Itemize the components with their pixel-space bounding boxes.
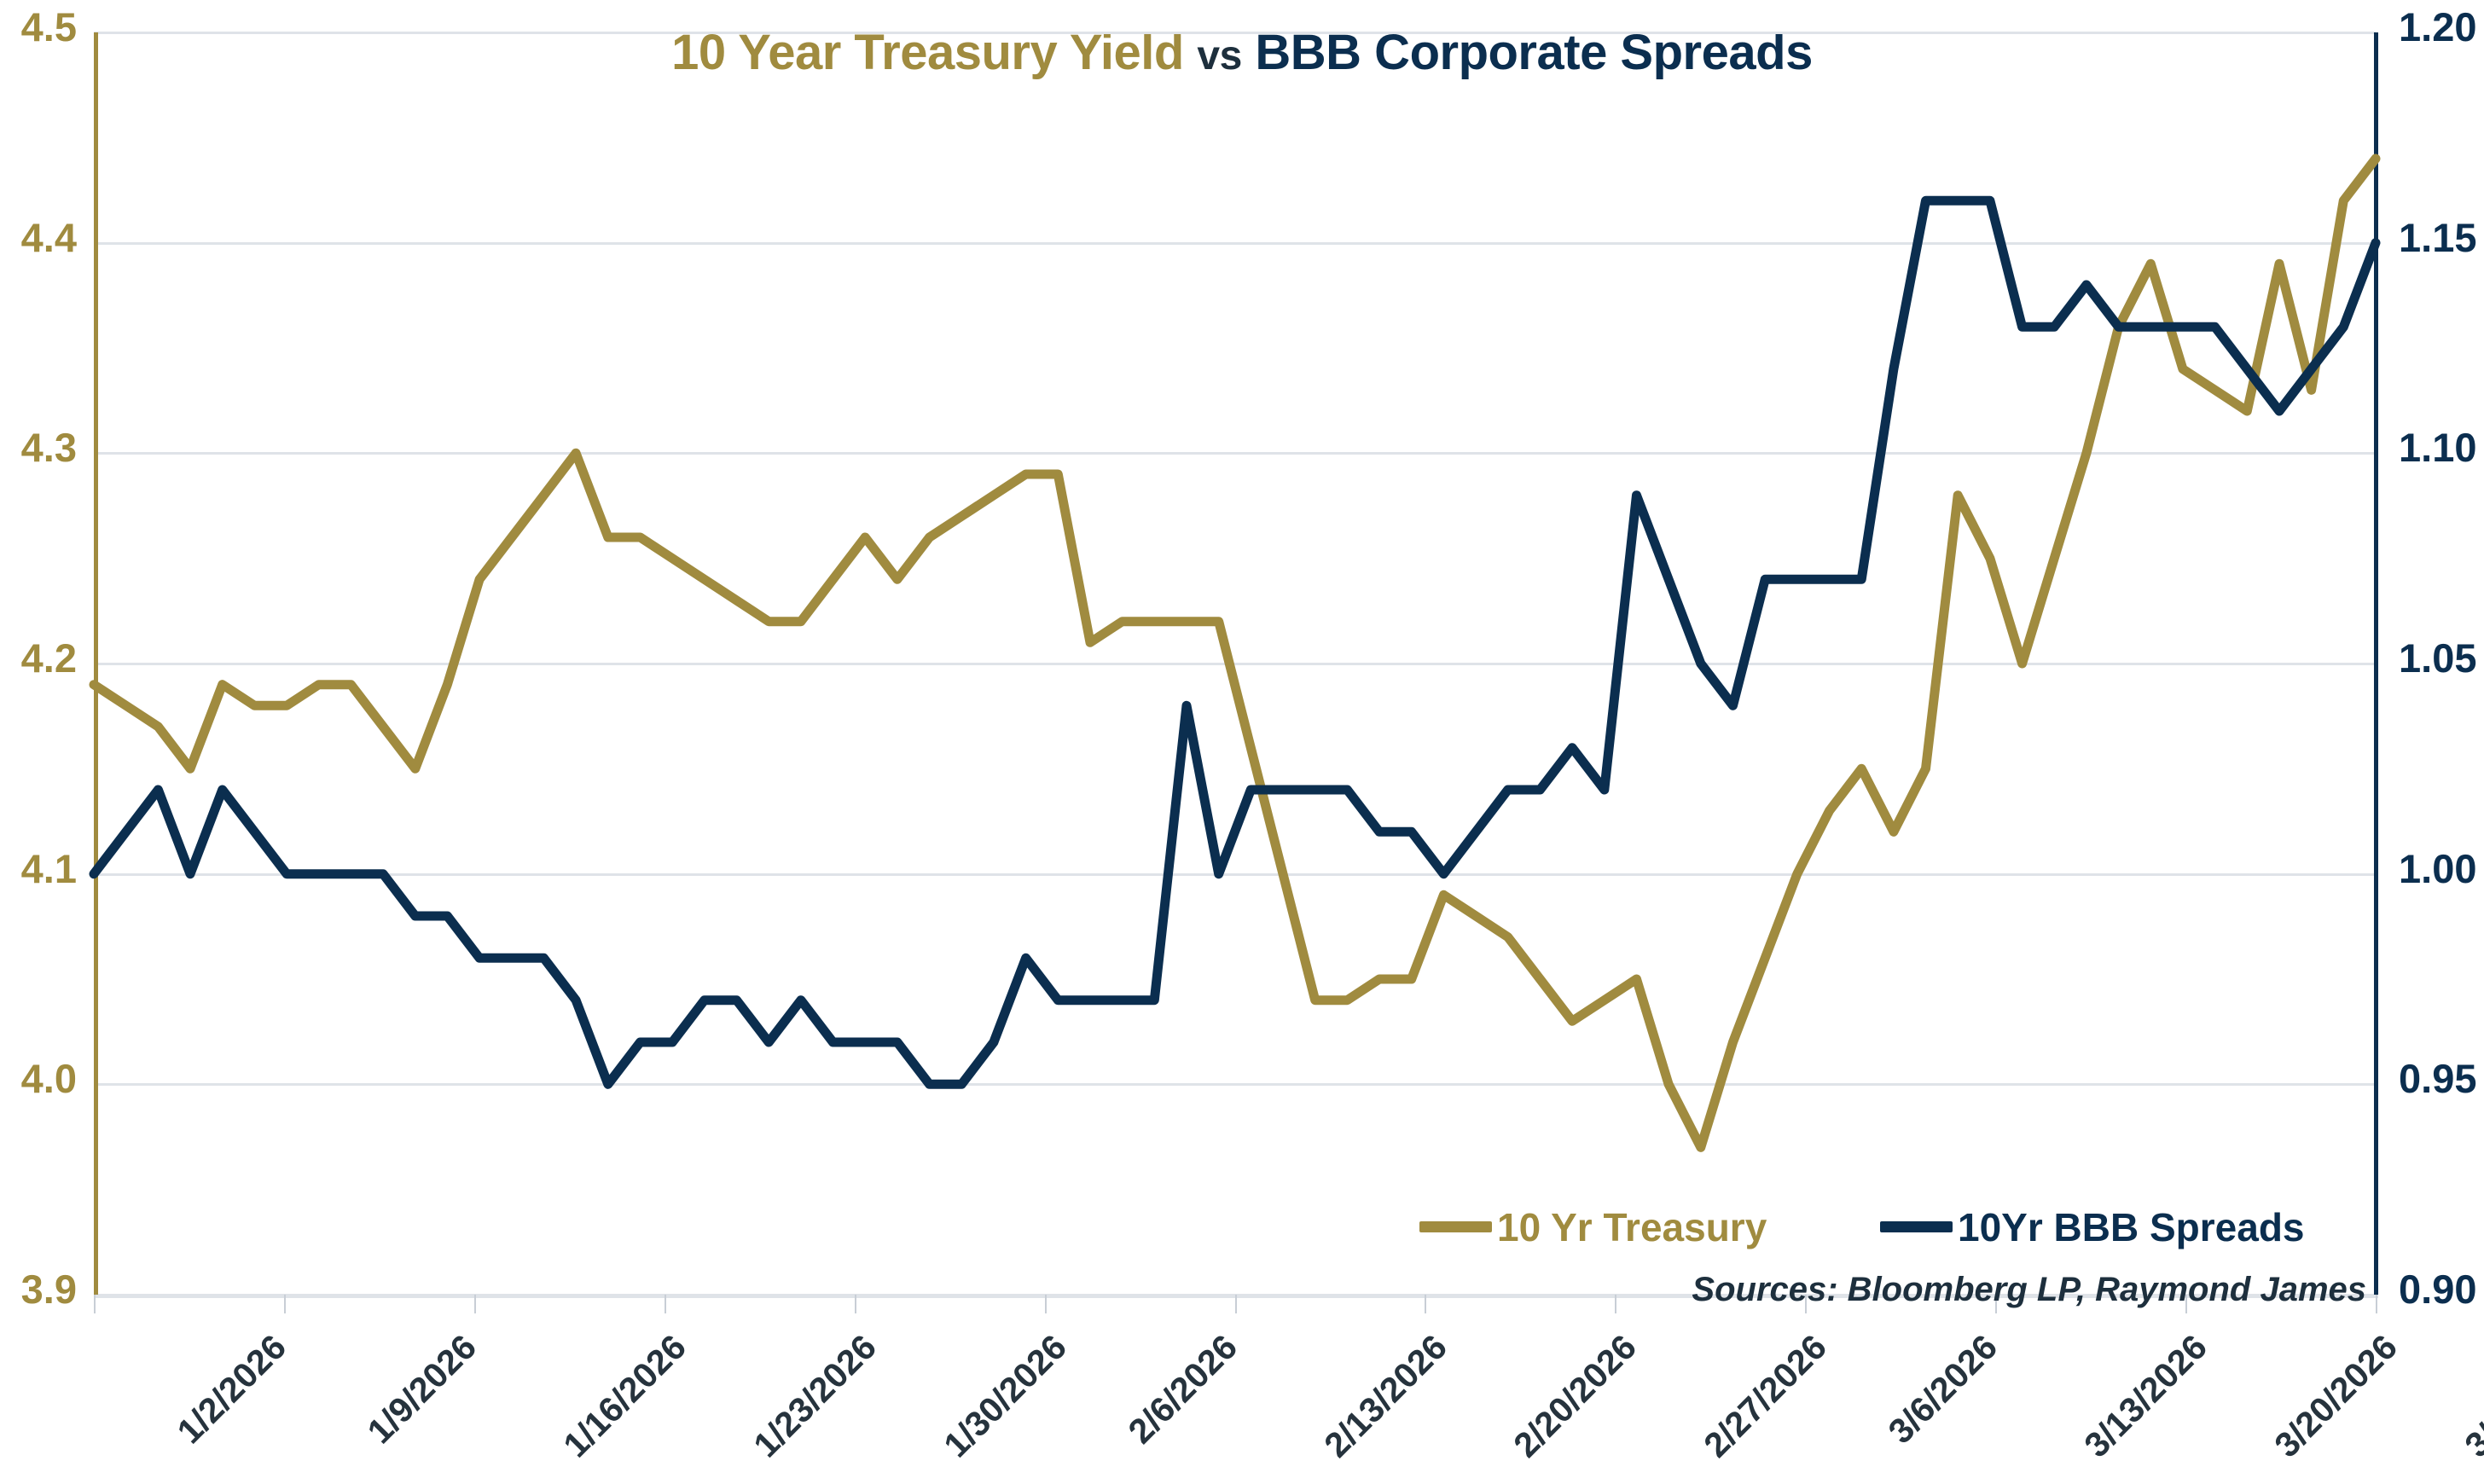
x-axis-tick [1234,1295,1237,1313]
y-axis-right-tick-label: 0.95 [2399,1056,2477,1102]
y-axis-right-tick-label: 1.10 [2399,425,2477,471]
y-axis-left-tick-label: 3.9 [20,1267,77,1312]
y-axis-left-tick-label: 4.3 [20,425,77,471]
legend-item-treasury: 10 Yr Treasury [1419,1204,1767,1250]
source-note: Sources: Bloomberg LP, Raymond James [1692,1271,2366,1308]
x-axis-tick [473,1295,476,1313]
gridline [94,241,2376,245]
legend-swatch-treasury [1419,1221,1492,1233]
y-axis-left-tick-label: 4.0 [20,1056,77,1102]
x-axis-tick-label: 3/20/2026 [2266,1327,2406,1465]
series-lines [89,154,2381,1152]
plot-area [89,32,2381,1295]
x-axis-tick-label: 3/6/2026 [1880,1327,2005,1452]
x-axis-tick [2185,1295,2188,1313]
x-axis-tick [1044,1295,1047,1313]
x-axis-tick-label: 2/13/2026 [1315,1327,1454,1465]
x-axis-tick-label: 3/27/2026 [2457,1327,2484,1465]
series-line-bbb-spreads [89,195,2381,1089]
title-vs-segment: vs [1197,33,1242,78]
y-axis-right-tick-label: 1.20 [2399,4,2477,49]
x-axis-tick [283,1295,286,1313]
x-axis-tick-label: 2/6/2026 [1120,1327,1245,1452]
gridline [94,663,2376,665]
x-axis-tick-label: 1/16/2026 [555,1327,694,1465]
x-axis-tick-label: 2/27/2026 [1696,1327,1835,1465]
gridline [94,452,2376,455]
y-axis-right-tick-label: 1.05 [2399,635,2477,681]
y-axis-left-tick-label: 4.1 [20,845,77,891]
x-axis-tick [854,1295,856,1313]
y-axis-left-line [94,32,98,1297]
gridline [94,32,2376,34]
legend-label-treasury: 10 Yr Treasury [1497,1205,1767,1249]
gridline [94,872,2376,876]
y-axis-right-tick-label: 1.15 [2399,214,2477,260]
x-axis-tick [1805,1295,1808,1313]
x-axis-tick-label: 2/20/2026 [1506,1327,1645,1465]
x-axis-tick-label: 3/13/2026 [2076,1327,2215,1465]
y-axis-right-tick-label: 1.00 [2399,845,2477,891]
x-axis-tick [94,1295,96,1313]
y-axis-left-tick-label: 4.4 [20,214,77,260]
legend-label-bbb: 10Yr BBB Spreads [1958,1205,2305,1249]
x-axis-tick-label: 1/2/2026 [169,1327,294,1452]
x-axis-tick-label: 1/23/2026 [746,1327,884,1465]
y-axis-left-tick-label: 4.5 [20,4,77,49]
x-axis-tick-label: 1/9/2026 [359,1327,485,1452]
x-axis-tick [664,1295,666,1313]
series-line-treasury [89,154,2381,1152]
y-axis-left-tick-label: 4.2 [20,635,77,681]
legend-swatch-bbb [1880,1221,1953,1233]
x-axis-tick [1615,1295,1617,1313]
x-axis-tick [2376,1295,2377,1313]
y-axis-right-tick-label: 0.90 [2399,1267,2477,1312]
y-axis-right-line [2374,32,2378,1297]
gridline [94,1083,2376,1087]
x-axis-tick [1995,1295,1998,1313]
x-axis-tick [1425,1295,1427,1313]
x-axis-tick-label: 1/30/2026 [936,1327,1074,1465]
legend-item-bbb: 10Yr BBB Spreads [1880,1204,2305,1250]
